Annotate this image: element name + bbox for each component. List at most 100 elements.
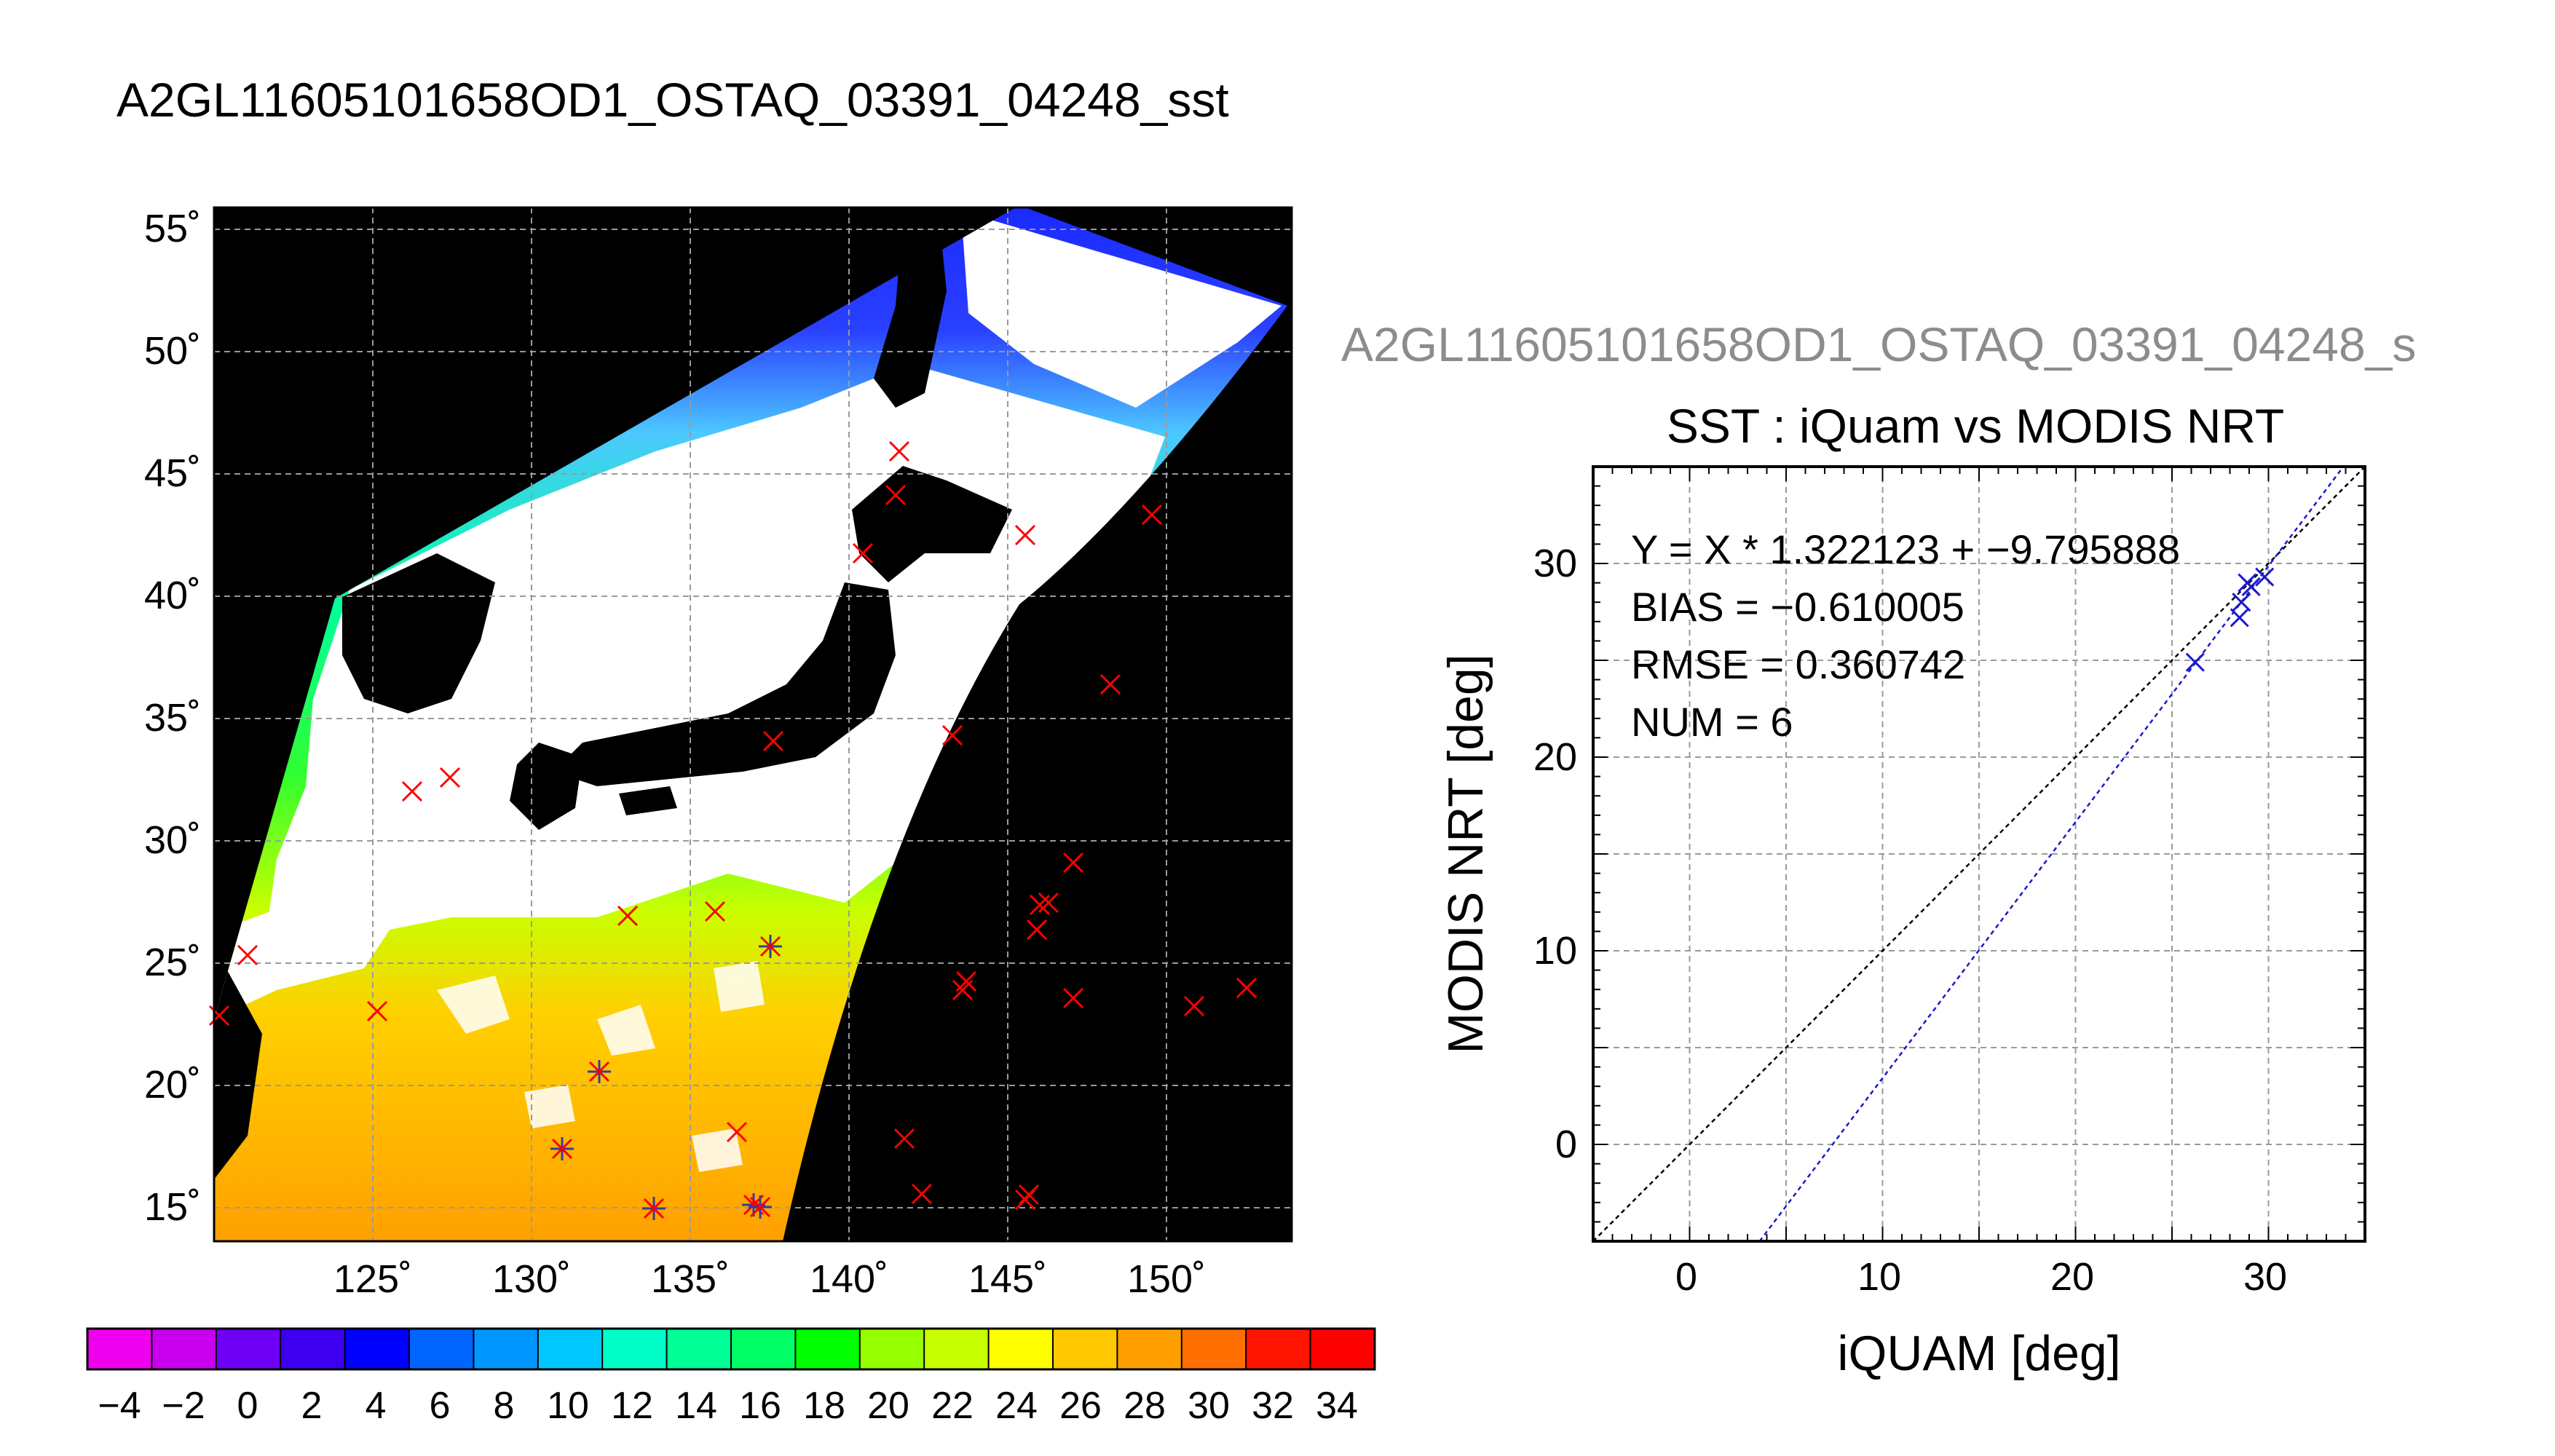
colorbar-label: 0 <box>237 1385 258 1427</box>
map-frame <box>208 206 1293 1243</box>
colorbar-label: 32 <box>1252 1385 1294 1427</box>
lat-label: 20˚ <box>144 1063 201 1107</box>
station-marker <box>1183 995 1205 1017</box>
colorbar-border <box>86 1327 1376 1371</box>
station-marker <box>1014 524 1036 546</box>
station-marker <box>617 905 639 927</box>
colorbar-label: 2 <box>301 1385 323 1427</box>
colorbar-label: 4 <box>366 1385 387 1427</box>
rmse-stat: RMSE = 0.360742 <box>1631 641 1965 687</box>
bias-stat: BIAS = −0.610005 <box>1631 584 1964 630</box>
lat-label: 55˚ <box>144 207 201 250</box>
y-tick-label: 20 <box>1533 735 1577 779</box>
station-marker <box>1062 852 1084 874</box>
colorbar-label: 12 <box>611 1385 653 1427</box>
matchup-marker <box>550 1137 574 1160</box>
colorbar-cell <box>537 1329 603 1369</box>
station-marker <box>366 1000 388 1022</box>
colorbar-label: −4 <box>98 1385 141 1427</box>
matchup-marker <box>759 935 782 958</box>
x-tick-label: 30 <box>2243 1255 2287 1299</box>
lat-label: 40˚ <box>144 574 201 617</box>
map-station-markers <box>208 440 1257 1220</box>
station-marker <box>893 1128 915 1150</box>
colorbar-cell <box>1310 1329 1375 1369</box>
colorbar-cell <box>1181 1329 1247 1369</box>
x-axis-label: iQUAM [deg] <box>1837 1326 2120 1381</box>
colorbar-cell <box>344 1329 410 1369</box>
station-marker <box>1014 1189 1036 1211</box>
colorbar-cell <box>1053 1329 1118 1369</box>
colorbar-label: 26 <box>1059 1385 1102 1427</box>
land-china-coast <box>214 946 262 1179</box>
map-gridlines <box>214 207 1292 1241</box>
fit-equation: Y = X * 1.322123 + −9.795888 <box>1631 526 2180 572</box>
scatter-points <box>2185 567 2275 672</box>
lat-label: 25˚ <box>144 941 201 984</box>
colorbar-cell <box>409 1329 474 1369</box>
x-tick-label: 10 <box>1857 1255 1901 1299</box>
colorbar: −4 −2 0 2 4 6 8 10 12 14 16 18 20 22 24 … <box>86 1327 1376 1427</box>
colorbar-cell <box>280 1329 346 1369</box>
station-marker <box>208 1005 230 1026</box>
colorbar-cell <box>795 1329 861 1369</box>
scatter-point <box>2185 652 2205 672</box>
station-marker <box>1062 987 1084 1009</box>
num-stat: NUM = 6 <box>1631 699 1793 745</box>
lon-label: 125˚ <box>333 1257 412 1301</box>
cloud-patches-south <box>437 961 765 1172</box>
station-marker <box>704 901 726 922</box>
scatter-point <box>2241 577 2261 596</box>
colorbar-cell <box>1117 1329 1182 1369</box>
map-lon-labels: 125˚ 130˚ 135˚ 140˚ 145˚ 150˚ <box>333 1257 1206 1301</box>
scatter-y-ticks: 0 10 20 30 <box>1533 542 1577 1166</box>
colorbar-label: 8 <box>494 1385 515 1427</box>
lon-label: 140˚ <box>810 1257 888 1301</box>
land-korea <box>342 553 495 713</box>
map-lat-labels: 55˚ 50˚ 45˚ 40˚ 35˚ 30˚ 25˚ 20˚ 15˚ <box>144 207 201 1229</box>
colorbar-label: 24 <box>995 1385 1038 1427</box>
colorbar-label: 14 <box>675 1385 717 1427</box>
matchup-marker <box>588 1060 611 1083</box>
colorbar-label: 16 <box>739 1385 781 1427</box>
colorbar-label: 6 <box>430 1385 451 1427</box>
land-honshu <box>553 582 896 786</box>
colorbar-label: 28 <box>1124 1385 1166 1427</box>
colorbar-label: 30 <box>1188 1385 1230 1427</box>
lat-label: 15˚ <box>144 1185 201 1229</box>
colorbar-cells <box>87 1329 1375 1369</box>
map-title: A2GL11605101658OD1_OSTAQ_03391_04248_sst <box>117 73 1229 127</box>
lon-label: 130˚ <box>492 1257 571 1301</box>
lon-label: 135˚ <box>651 1257 730 1301</box>
y-tick-label: 30 <box>1533 542 1577 585</box>
x-tick-label: 0 <box>1675 1255 1697 1299</box>
x-tick-label: 20 <box>2050 1255 2094 1299</box>
station-marker <box>911 1183 933 1205</box>
scatter-point <box>2232 593 2251 612</box>
lat-label: 30˚ <box>144 818 201 862</box>
colorbar-label: 22 <box>931 1385 974 1427</box>
map-border <box>213 206 1293 1243</box>
y-tick-label: 0 <box>1555 1123 1577 1166</box>
colorbar-label: 20 <box>867 1385 909 1427</box>
lat-label: 50˚ <box>144 329 201 373</box>
matchup-marker <box>749 1195 772 1219</box>
colorbar-label: 10 <box>547 1385 589 1427</box>
station-marker <box>1038 892 1059 914</box>
colorbar-cell <box>216 1329 281 1369</box>
scatter-plot: 0 10 20 30 0 10 20 30 iQUAM [deg] MODIS … <box>1438 465 2366 1381</box>
cloud-mask-north <box>961 211 1282 408</box>
colorbar-cell <box>1246 1329 1311 1369</box>
regression-line <box>1758 466 2345 1242</box>
scatter-plot-frame <box>1592 465 2366 1243</box>
matchup-marker <box>642 1197 666 1220</box>
colorbar-cell <box>473 1329 539 1369</box>
colorbar-cell <box>666 1329 732 1369</box>
station-marker <box>1141 504 1163 526</box>
station-marker <box>726 1121 748 1143</box>
station-marker <box>888 440 910 462</box>
scatter-point <box>2230 608 2249 628</box>
colorbar-cell <box>859 1329 925 1369</box>
cloud-mask-west <box>214 888 408 1019</box>
